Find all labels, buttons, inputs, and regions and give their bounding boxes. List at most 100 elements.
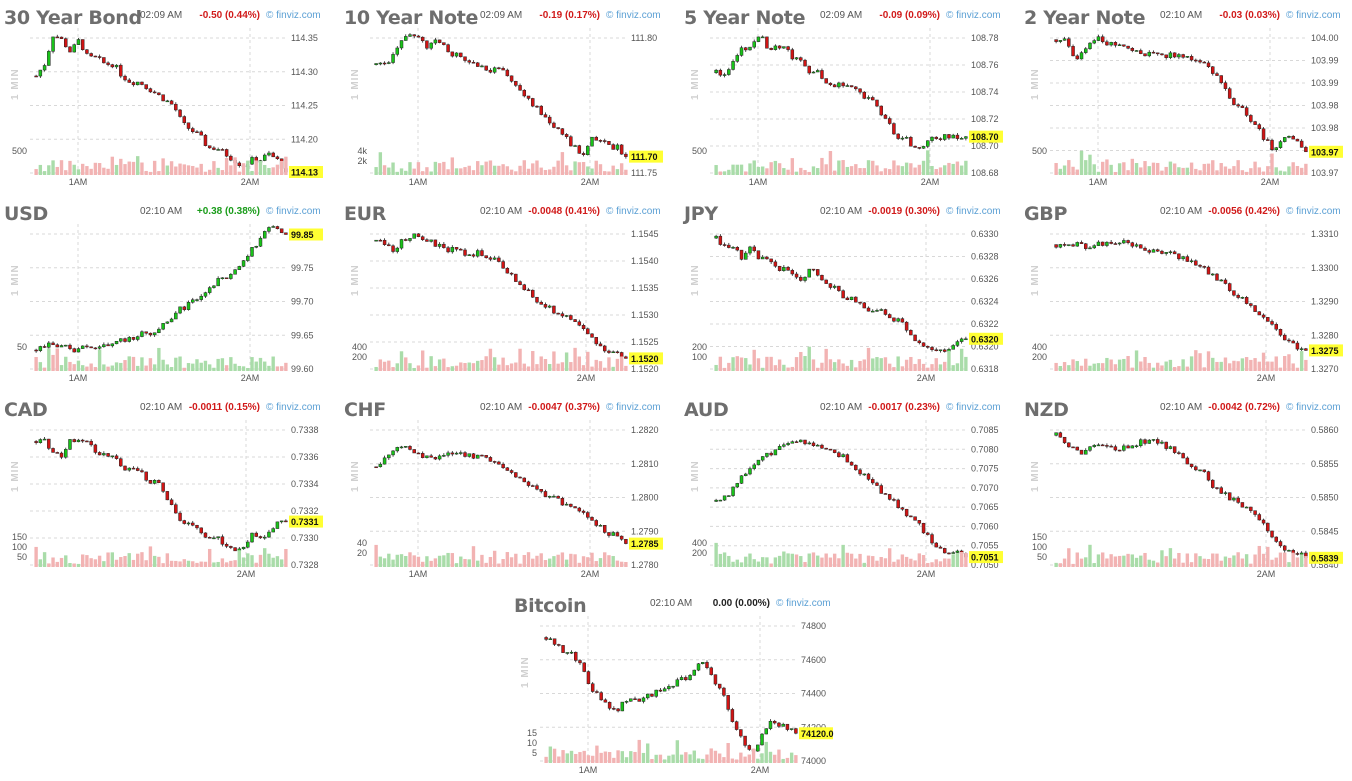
candle-body [442, 243, 446, 248]
finviz-source-link[interactable]: © finviz.com [606, 206, 661, 217]
candle-body [195, 299, 199, 301]
candle-body [391, 54, 395, 63]
volume-bar [594, 561, 598, 567]
volume-bar [769, 162, 773, 175]
chart-panel[interactable]: 2 Year Note 02:10 AM -0.03 (0.03%) © finviz… [1020, 0, 1350, 190]
chart-title[interactable]: NZD [1024, 399, 1069, 421]
finviz-source-link[interactable]: © finviz.com [946, 10, 1001, 21]
volume-bar [467, 362, 471, 371]
chart-title[interactable]: Bitcoin [514, 595, 587, 617]
candlestick-chart[interactable]: 0.58600.58550.58500.58450.58402AM1501005… [1020, 392, 1350, 582]
chart-title[interactable]: 30 Year Bond [4, 7, 142, 29]
candle-body [938, 138, 943, 140]
chart-panel[interactable]: GBP 02:10 AM -0.0056 (0.42%) © finviz.com 1 … [1020, 196, 1350, 386]
finviz-source-link[interactable]: © finviz.com [776, 598, 831, 609]
chart-title[interactable]: CAD [4, 399, 48, 421]
y-tick-label: 108.68 [971, 168, 999, 178]
chart-panel[interactable]: Bitcoin 02:10 AM 0.00 (0.00%) © finviz.com 1… [510, 588, 840, 778]
finviz-source-link[interactable]: © finviz.com [266, 402, 321, 413]
chart-title[interactable]: 5 Year Note [684, 7, 806, 29]
volume-bar [938, 561, 943, 567]
finviz-source-link[interactable]: © finviz.com [1286, 402, 1341, 413]
chart-panel[interactable]: EUR 02:10 AM -0.0048 (0.41%) © finviz.com 1 … [340, 196, 670, 386]
candle-body [420, 36, 425, 42]
candle-body [55, 36, 60, 39]
candle-body [913, 145, 917, 148]
volume-bar [258, 160, 263, 175]
candle-body [1075, 55, 1080, 60]
volume-bar [497, 165, 501, 175]
chart-panel[interactable]: 30 Year Bond 02:09 AM -0.50 (0.44%) © finvi… [0, 0, 330, 190]
candle-body [607, 701, 612, 709]
volume-bar [233, 157, 237, 175]
candlestick-chart[interactable]: 0.73380.73360.73340.73320.73300.73282AM1… [0, 392, 330, 582]
finviz-source-link[interactable]: © finviz.com [266, 10, 321, 21]
chart-title[interactable]: GBP [1024, 203, 1068, 225]
finviz-source-link[interactable]: © finviz.com [1286, 206, 1341, 217]
chart-title[interactable]: 2 Year Note [1024, 7, 1146, 29]
finviz-source-link[interactable]: © finviz.com [606, 402, 661, 413]
volume-bar [730, 758, 735, 763]
volume-bar [1168, 548, 1173, 567]
volume-bar [382, 361, 387, 371]
chart-panel[interactable]: USD 02:10 AM +0.38 (0.38%) © finviz.com 1 MI… [0, 196, 330, 386]
volume-bar [497, 364, 501, 371]
chart-time: 02:10 AM [1160, 402, 1203, 413]
candlestick-chart[interactable]: 114.35114.30114.25114.20114.151AM2AM5001… [0, 0, 330, 190]
chart-title[interactable]: CHF [344, 399, 386, 421]
chart-title[interactable]: AUD [684, 399, 729, 421]
candle-body [675, 679, 680, 687]
candlestick-chart[interactable]: 1.33101.33001.32901.32801.32702AM4002001… [1020, 196, 1350, 386]
candlestick-chart[interactable]: 0.70850.70800.70750.70700.70650.70600.70… [680, 392, 1010, 582]
candlestick-chart[interactable]: 0.63300.63280.63260.63240.63220.63200.63… [680, 196, 1010, 386]
chart-panel[interactable]: CAD 02:10 AM -0.0011 (0.15%) © finviz.com 1 … [0, 392, 330, 582]
volume-bar [165, 553, 170, 567]
volume-bar [552, 166, 556, 175]
candlestick-chart[interactable]: 1.15451.15401.15351.15301.15251.15202AM4… [340, 196, 670, 386]
candle-body [395, 247, 400, 252]
candle-body [1130, 445, 1135, 449]
chart-title[interactable]: EUR [344, 203, 387, 225]
volume-bar [250, 555, 254, 567]
volume-bar [237, 171, 242, 175]
candle-body [552, 122, 556, 128]
chart-panel[interactable]: AUD 02:10 AM -0.0017 (0.23%) © finviz.com 1 … [680, 392, 1010, 582]
chart-title[interactable]: 10 Year Note [344, 7, 479, 29]
candle-body [93, 347, 98, 350]
volume-bar [1299, 351, 1304, 371]
volume-bar [522, 363, 526, 371]
finviz-source-link[interactable]: © finviz.com [946, 206, 1001, 217]
candle-body [799, 276, 803, 281]
candle-body [212, 285, 216, 288]
chart-panel[interactable]: JPY 02:10 AM -0.0019 (0.30%) © finviz.com 1 … [680, 196, 1010, 386]
volume-bar [1122, 555, 1126, 567]
finviz-source-link[interactable]: © finviz.com [266, 206, 321, 217]
finviz-source-link[interactable]: © finviz.com [606, 10, 661, 21]
finviz-source-link[interactable]: © finviz.com [946, 402, 1001, 413]
chart-panel[interactable]: 5 Year Note 02:09 AM -0.09 (0.09%) © finviz… [680, 0, 1010, 190]
volume-bar [224, 158, 229, 175]
candle-body [437, 243, 442, 247]
volume-bar [1227, 557, 1232, 567]
candle-body [556, 312, 560, 315]
volume-bar [930, 166, 934, 175]
candle-body [607, 350, 611, 353]
volume-bar [1079, 365, 1084, 371]
chart-panel[interactable]: NZD 02:10 AM -0.0042 (0.72%) © finviz.com 1 … [1020, 392, 1350, 582]
last-price-marker [629, 537, 663, 550]
chart-title[interactable]: JPY [684, 203, 718, 225]
volume-bar [789, 752, 794, 763]
chart-panel[interactable]: CHF 02:10 AM -0.0047 (0.37%) © finviz.com 1 … [340, 392, 670, 582]
candle-body [594, 520, 598, 526]
finviz-source-link[interactable]: © finviz.com [1286, 10, 1341, 21]
chart-title[interactable]: USD [4, 203, 48, 225]
candlestick-chart[interactable]: 104.00103.99103.99103.98103.98103.97103.… [1020, 0, 1350, 190]
candle-body [271, 528, 275, 533]
volume-bar [1249, 359, 1253, 371]
chart-panel[interactable]: 10 Year Note 02:09 AM -0.19 (0.17%) © finvi… [340, 0, 670, 190]
